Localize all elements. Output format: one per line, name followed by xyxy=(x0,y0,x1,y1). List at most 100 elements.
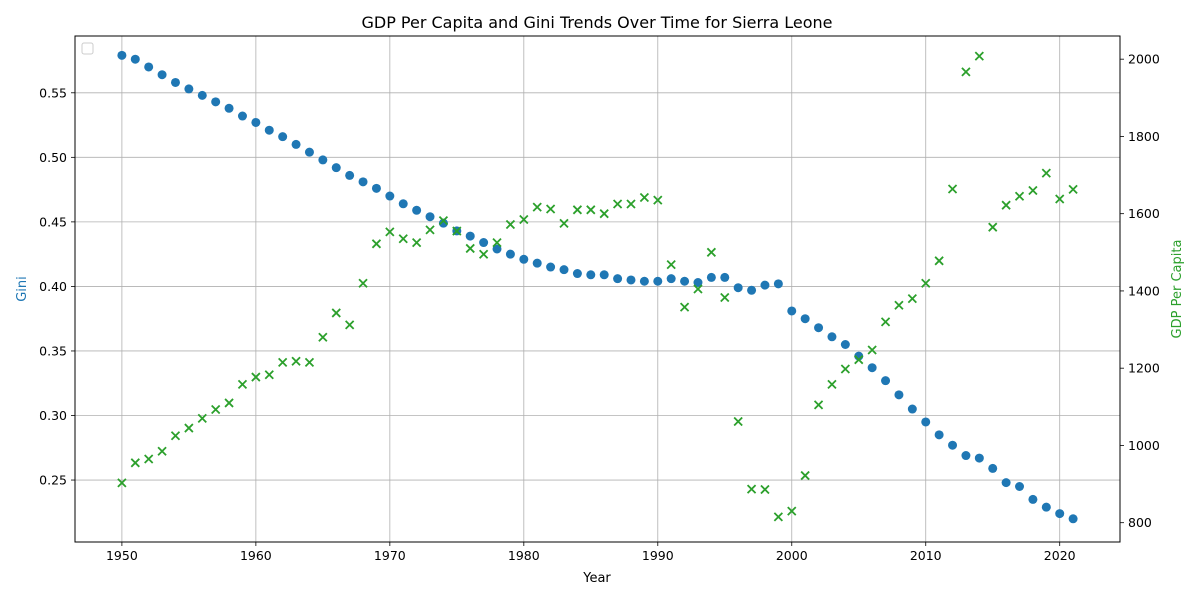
gdp-point xyxy=(251,372,261,382)
gini-point xyxy=(814,323,824,333)
x-axis: 1950 1960 1970 1980 1990 2000 2010 2020 xyxy=(106,542,1076,563)
gdp-point xyxy=(988,222,998,232)
gdp-point xyxy=(773,512,784,522)
gini-point xyxy=(706,272,716,282)
y-left-tick-label: 0.45 xyxy=(39,214,67,229)
gdp-point xyxy=(385,227,395,237)
gdp-point xyxy=(639,192,650,203)
gdp-point xyxy=(465,243,475,254)
y-right-tick-label: 1000 xyxy=(1128,438,1160,453)
gdp-point xyxy=(1028,185,1038,196)
gdp-point xyxy=(974,51,984,61)
x-tick-label: 1970 xyxy=(374,548,406,563)
gdp-point xyxy=(425,225,435,235)
gini-point xyxy=(613,274,623,284)
gini-series xyxy=(117,50,1078,524)
gdp-point xyxy=(840,364,850,374)
gini-point xyxy=(626,275,636,285)
gdp-point xyxy=(331,308,341,318)
gdp-point xyxy=(184,423,194,433)
gdp-point xyxy=(117,478,127,488)
gini-point xyxy=(425,212,435,222)
gdp-point xyxy=(411,238,422,248)
gini-point xyxy=(519,254,529,264)
gini-point xyxy=(264,125,274,135)
gdp-point xyxy=(130,458,140,468)
gini-point xyxy=(680,276,690,286)
gini-point xyxy=(465,231,475,241)
gini-point xyxy=(840,340,850,350)
y-axis-left: 0.25 0.30 0.35 0.40 0.45 0.50 0.55 xyxy=(39,85,75,488)
gdp-point xyxy=(1014,191,1025,201)
gini-point xyxy=(412,205,422,215)
gdp-point xyxy=(586,205,596,215)
y-left-tick-label: 0.50 xyxy=(39,150,67,165)
gdp-point xyxy=(921,278,931,288)
gini-point xyxy=(197,90,207,100)
gini-point xyxy=(572,269,582,279)
gini-point xyxy=(479,238,489,248)
gdp-point xyxy=(264,370,274,380)
gini-point xyxy=(974,453,984,463)
gdp-point xyxy=(371,239,382,249)
gini-point xyxy=(358,177,368,187)
chart-title: GDP Per Capita and Gini Trends Over Time… xyxy=(361,13,832,32)
x-axis-title: Year xyxy=(582,571,611,586)
gini-point xyxy=(907,404,917,414)
gini-point xyxy=(224,103,234,113)
gdp-point xyxy=(438,215,449,226)
gini-point xyxy=(371,183,381,193)
gdp-point xyxy=(358,278,368,288)
gini-point xyxy=(184,84,194,94)
gdp-point xyxy=(144,454,154,464)
gini-point xyxy=(894,390,904,400)
gini-point xyxy=(398,199,408,209)
gdp-point xyxy=(345,320,355,330)
gini-point xyxy=(345,170,355,180)
gini-point xyxy=(653,276,663,286)
gini-point xyxy=(211,97,221,107)
gdp-point xyxy=(947,184,958,194)
gdp-point xyxy=(961,67,971,77)
y-right-tick-label: 1600 xyxy=(1128,206,1160,221)
gdp-point xyxy=(1068,184,1078,194)
gini-point xyxy=(385,191,395,201)
gdp-point xyxy=(291,356,301,366)
gini-point xyxy=(1001,478,1011,488)
gini-point xyxy=(237,111,247,121)
x-tick-label: 1980 xyxy=(508,548,540,563)
plot-frame xyxy=(74,35,1121,543)
y-axis-right: 800 1000 1200 1400 1600 1800 2000 xyxy=(1120,52,1160,530)
gdp-point xyxy=(559,218,569,228)
gini-point xyxy=(693,278,703,288)
y-right-tick-label: 1400 xyxy=(1128,283,1160,298)
gini-point xyxy=(586,270,596,280)
gini-point xyxy=(251,117,261,127)
gini-point xyxy=(787,306,797,316)
gdp-point xyxy=(894,300,904,310)
gdp-point xyxy=(572,205,583,215)
gdp-point xyxy=(827,379,837,390)
gini-point xyxy=(639,276,649,286)
y-axis-left-title: Gini xyxy=(15,276,30,302)
gini-point xyxy=(1015,481,1025,491)
gdp-point xyxy=(519,214,529,225)
gdp-point xyxy=(398,234,408,244)
gdp-point xyxy=(800,470,810,481)
y-axis-right-title: GDP Per Capita xyxy=(1170,240,1185,339)
gini-point xyxy=(492,244,502,254)
gdp-point xyxy=(867,345,877,355)
x-tick-label: 2000 xyxy=(776,548,808,563)
y-left-tick-label: 0.30 xyxy=(39,408,67,423)
gdp-point xyxy=(505,219,516,230)
gdp-point xyxy=(626,199,636,209)
gdp-point xyxy=(653,195,663,205)
y-left-tick-label: 0.55 xyxy=(39,85,67,100)
gdp-point xyxy=(599,209,609,219)
gini-point xyxy=(666,274,676,284)
gini-point xyxy=(733,283,743,293)
gdp-point xyxy=(733,416,743,427)
gini-point xyxy=(800,314,810,324)
gini-point xyxy=(599,270,609,280)
